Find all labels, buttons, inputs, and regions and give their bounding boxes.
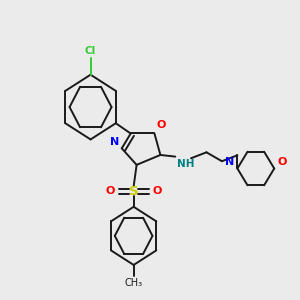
- Text: CH₃: CH₃: [124, 278, 143, 288]
- Text: N: N: [110, 137, 119, 147]
- Text: N: N: [225, 157, 234, 167]
- Text: O: O: [277, 157, 286, 167]
- Text: O: O: [106, 186, 115, 196]
- Text: O: O: [157, 119, 166, 130]
- Text: Cl: Cl: [85, 46, 96, 56]
- Text: NH: NH: [177, 159, 195, 169]
- Text: S: S: [129, 185, 139, 198]
- Text: O: O: [152, 186, 162, 196]
